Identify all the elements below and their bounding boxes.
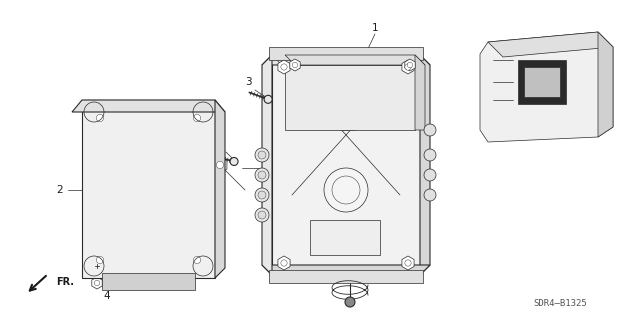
Polygon shape [402, 256, 414, 270]
Circle shape [230, 158, 238, 166]
Circle shape [216, 161, 223, 169]
Text: 1: 1 [372, 23, 378, 33]
Circle shape [193, 115, 200, 122]
Circle shape [258, 191, 266, 199]
Polygon shape [269, 47, 423, 60]
Circle shape [193, 256, 200, 263]
Polygon shape [190, 110, 204, 126]
Text: 4: 4 [104, 291, 110, 301]
Circle shape [255, 208, 269, 222]
Circle shape [255, 148, 269, 162]
Text: SDR4–B1325: SDR4–B1325 [533, 299, 587, 308]
Circle shape [424, 149, 436, 161]
Polygon shape [82, 100, 215, 278]
Polygon shape [93, 252, 107, 268]
Polygon shape [480, 32, 613, 142]
Circle shape [424, 124, 436, 136]
Circle shape [97, 115, 104, 122]
Circle shape [93, 262, 101, 270]
Polygon shape [269, 270, 423, 283]
Circle shape [97, 256, 104, 263]
Polygon shape [405, 59, 415, 71]
Circle shape [424, 169, 436, 181]
Text: 2: 2 [57, 185, 63, 195]
Polygon shape [488, 32, 613, 57]
Polygon shape [213, 157, 227, 173]
Polygon shape [310, 220, 380, 255]
Polygon shape [524, 67, 560, 97]
Circle shape [255, 188, 269, 202]
Circle shape [424, 189, 436, 201]
Circle shape [332, 176, 360, 204]
Polygon shape [262, 55, 430, 65]
Polygon shape [285, 65, 415, 130]
Circle shape [292, 62, 298, 68]
Circle shape [258, 171, 266, 179]
Polygon shape [278, 60, 290, 74]
Circle shape [255, 168, 269, 182]
Polygon shape [93, 110, 107, 126]
Polygon shape [272, 55, 420, 275]
Polygon shape [278, 256, 290, 270]
Polygon shape [215, 100, 225, 278]
Polygon shape [420, 55, 430, 275]
Circle shape [407, 62, 413, 68]
Circle shape [258, 211, 266, 219]
Text: 4: 4 [214, 140, 221, 150]
Polygon shape [72, 100, 225, 112]
Circle shape [281, 64, 287, 70]
Polygon shape [262, 55, 272, 275]
Circle shape [324, 168, 368, 212]
Text: 3: 3 [244, 77, 252, 87]
Polygon shape [102, 273, 195, 290]
Polygon shape [190, 252, 204, 268]
Circle shape [258, 151, 266, 159]
Polygon shape [518, 60, 566, 104]
Circle shape [405, 64, 411, 70]
Polygon shape [92, 277, 102, 289]
Polygon shape [415, 55, 425, 130]
Polygon shape [285, 55, 425, 65]
Polygon shape [290, 59, 300, 71]
Circle shape [281, 260, 287, 266]
Polygon shape [262, 265, 430, 275]
Polygon shape [402, 60, 414, 74]
Circle shape [345, 297, 355, 307]
Circle shape [405, 260, 411, 266]
Text: FR.: FR. [56, 277, 74, 287]
Circle shape [264, 95, 272, 103]
Polygon shape [598, 32, 613, 137]
Circle shape [94, 280, 100, 286]
